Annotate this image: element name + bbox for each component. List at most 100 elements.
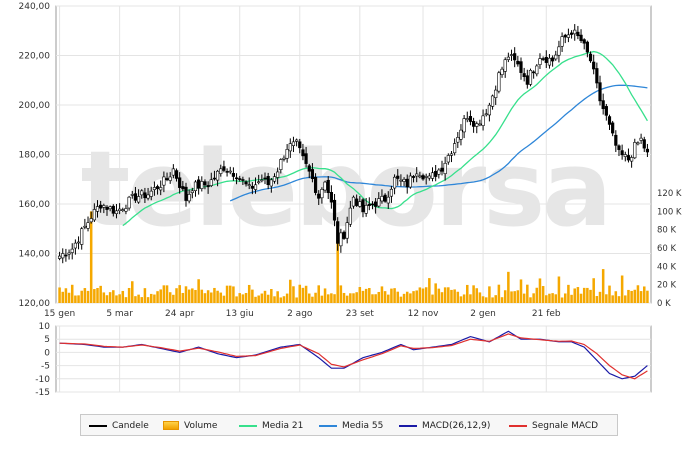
date-tick-label: 24 apr [165, 309, 195, 319]
price-tick-label: 160,00 [19, 200, 51, 210]
volume-bar [548, 293, 551, 303]
candle-body [111, 205, 115, 214]
candle-body [326, 179, 330, 193]
candle-body [184, 186, 188, 201]
volume-bar [529, 297, 532, 303]
volume-bar [538, 278, 542, 303]
volume-bar [380, 286, 384, 303]
candle-body [377, 198, 381, 207]
volume-tick-label: 100 K [657, 207, 682, 217]
volume-bar [456, 291, 460, 303]
candle-body [582, 39, 586, 44]
candle-body [121, 209, 125, 211]
candle-body [626, 155, 631, 161]
volume-bar [393, 288, 396, 303]
price-tick-label: 200,00 [19, 101, 51, 111]
macd-grid [56, 325, 651, 393]
candle-body [468, 116, 473, 122]
candle-body [475, 123, 479, 127]
volume-tick-label: 40 K [657, 262, 677, 272]
candle-body [595, 68, 599, 84]
price-tick-label: 180,00 [19, 151, 51, 161]
candle-body [295, 139, 299, 142]
volume-bar [595, 296, 599, 303]
volume-bar [364, 288, 368, 303]
candle-body [244, 181, 248, 185]
volume-bar [194, 289, 197, 303]
candle-body [513, 53, 517, 61]
date-tick-label: 5 mar [106, 309, 133, 319]
volume-bar [197, 279, 200, 303]
candle-body [588, 53, 593, 62]
candle-body [462, 118, 466, 133]
volume-bar [162, 285, 166, 303]
candle-body [484, 113, 488, 116]
volume-bar [488, 286, 491, 303]
candle-body [301, 149, 305, 157]
candle-body [140, 190, 144, 196]
candle-body [421, 175, 425, 180]
volume-bar [314, 292, 317, 303]
candle-body [155, 186, 160, 190]
volume-bar [266, 294, 270, 303]
candle-body [313, 176, 318, 193]
volume-bar [421, 288, 425, 303]
volume-bar [61, 291, 65, 303]
volume-bar [627, 289, 630, 303]
volume-bar [570, 294, 573, 303]
volume-bar [598, 291, 602, 303]
candle-body [569, 32, 574, 35]
volume-bar [298, 284, 302, 303]
candle-body [219, 168, 223, 174]
volume-bar [582, 287, 586, 303]
volume-bar [276, 291, 279, 303]
candle-body [64, 254, 68, 257]
legend-item-media55: Media 55 [319, 415, 383, 437]
candle-body [193, 181, 198, 191]
candle-body [557, 46, 561, 56]
volume-bar [235, 296, 238, 303]
legend-label: Segnale MACD [532, 421, 599, 431]
candle-body [427, 175, 431, 179]
candle-body [102, 205, 106, 208]
candle-body [118, 208, 122, 212]
candle-body [563, 34, 567, 38]
candle-body [178, 177, 182, 188]
legend-swatch-media21 [239, 424, 257, 427]
volume-bar [390, 288, 393, 303]
volume-bar [592, 278, 595, 303]
candle-body [89, 218, 93, 223]
volume-bar [140, 297, 144, 303]
volume-bar [576, 287, 580, 303]
volume-bar [153, 294, 156, 303]
date-tick-label: 21 feb [532, 309, 561, 319]
legend-item-macd: MACD(26,12,9) [399, 415, 490, 437]
volume-bar [134, 296, 137, 303]
volume-bar [532, 293, 535, 303]
candle-body [408, 175, 412, 188]
candle-body [168, 176, 172, 181]
candle-body [617, 145, 621, 150]
candle-body [114, 210, 119, 214]
candle-body [329, 192, 333, 203]
candle-body [399, 179, 403, 182]
volume-bar [368, 288, 371, 303]
volume-bar [405, 291, 409, 303]
candle-body [411, 176, 416, 178]
legend-label: Media 21 [262, 421, 304, 431]
candle-body [358, 201, 362, 207]
candle-body [440, 167, 444, 172]
volume-bar [611, 295, 614, 303]
candle-body [260, 179, 264, 182]
volume-bar [605, 294, 608, 303]
volume-tick-label: 80 K [657, 226, 677, 236]
candle-body [490, 95, 495, 107]
volume-bar [74, 295, 77, 303]
volume-bar [282, 296, 286, 303]
candle-body [228, 170, 232, 173]
candle-body [639, 137, 643, 141]
candle-body [380, 196, 384, 202]
volume-bar [579, 293, 583, 303]
price-tick-label: 220,00 [19, 52, 51, 62]
macd-y-axis: 10 5 0 -5 -10 -15 [35, 322, 50, 398]
